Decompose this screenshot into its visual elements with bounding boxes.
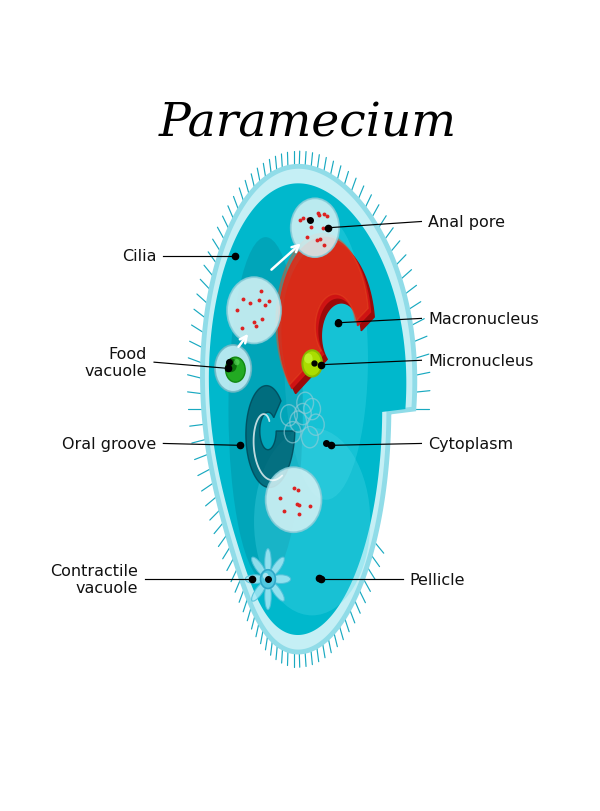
Polygon shape xyxy=(202,167,415,652)
Polygon shape xyxy=(246,386,295,488)
Text: Macronucleus: Macronucleus xyxy=(428,311,539,327)
Ellipse shape xyxy=(254,428,370,616)
Ellipse shape xyxy=(263,573,268,579)
Polygon shape xyxy=(209,184,406,635)
Ellipse shape xyxy=(265,549,271,576)
Ellipse shape xyxy=(265,583,271,610)
Polygon shape xyxy=(276,234,368,385)
Ellipse shape xyxy=(229,238,303,581)
Ellipse shape xyxy=(269,581,284,602)
Ellipse shape xyxy=(245,575,265,584)
Text: Food
vacuole: Food vacuole xyxy=(85,346,147,379)
Ellipse shape xyxy=(251,557,266,577)
Polygon shape xyxy=(282,243,374,394)
Ellipse shape xyxy=(226,359,237,373)
Ellipse shape xyxy=(302,351,322,377)
Ellipse shape xyxy=(227,278,281,344)
Text: Pellicle: Pellicle xyxy=(410,572,466,587)
Ellipse shape xyxy=(251,581,266,602)
Text: Contractile
vacuole: Contractile vacuole xyxy=(50,563,138,595)
Ellipse shape xyxy=(234,359,239,366)
Ellipse shape xyxy=(260,570,275,589)
Text: Cytoplasm: Cytoplasm xyxy=(428,436,514,452)
Text: Micronucleus: Micronucleus xyxy=(428,354,534,368)
Ellipse shape xyxy=(269,557,284,577)
Text: Oral groove: Oral groove xyxy=(62,436,157,452)
Polygon shape xyxy=(278,238,371,389)
Ellipse shape xyxy=(284,219,368,500)
Text: Anal pore: Anal pore xyxy=(428,215,505,230)
Ellipse shape xyxy=(266,468,322,533)
Ellipse shape xyxy=(215,345,251,393)
Ellipse shape xyxy=(226,358,245,383)
Ellipse shape xyxy=(271,575,290,584)
Text: Paramecium: Paramecium xyxy=(158,101,457,146)
Ellipse shape xyxy=(304,354,313,364)
Text: Cilia: Cilia xyxy=(122,249,157,264)
Ellipse shape xyxy=(291,200,339,258)
